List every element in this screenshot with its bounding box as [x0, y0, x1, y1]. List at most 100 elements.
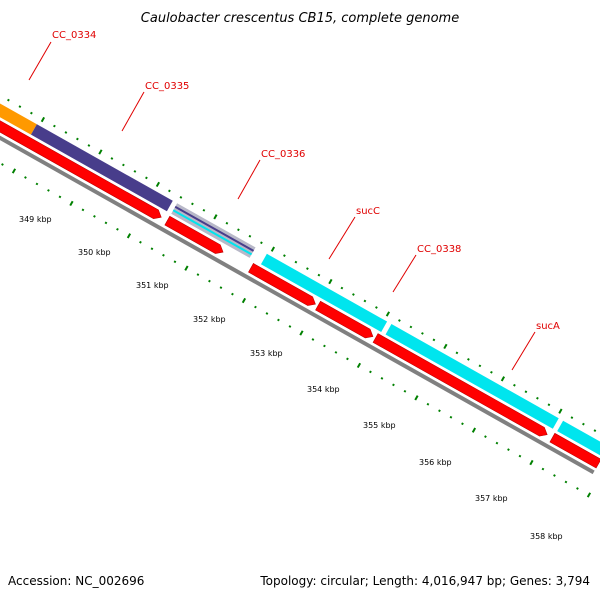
minor-tick: [524, 390, 528, 394]
major-tick: [414, 395, 419, 401]
gene-label-succ[interactable]: sucC: [356, 206, 380, 217]
accession-text: Accession: NC_002696: [8, 574, 145, 588]
cds-reverse-arrow: [315, 300, 374, 339]
minor-tick: [231, 292, 234, 296]
minor-tick: [421, 332, 424, 335]
minor-tick: [202, 208, 206, 212]
major-tick: [328, 278, 333, 285]
minor-tick: [64, 131, 68, 134]
label-leaders: [28, 41, 536, 371]
major-tick: [155, 181, 161, 188]
minor-tick: [122, 163, 125, 167]
minor-tick: [536, 396, 539, 400]
minor-tick: [76, 137, 79, 141]
cds-reverse-arrow: [372, 333, 548, 437]
minor-tick: [145, 176, 148, 180]
major-tick: [299, 330, 304, 336]
minor-tick: [375, 306, 378, 309]
ruler-label: 358 kbp: [530, 532, 563, 541]
minor-tick: [564, 480, 568, 484]
minor-tick: [484, 435, 487, 439]
cds-forward-cc0338: [385, 324, 559, 429]
major-tick: [558, 408, 563, 414]
minor-tick: [47, 189, 50, 192]
leader-cc0334: [28, 41, 52, 81]
leader-cc0336: [237, 159, 261, 200]
major-tick: [270, 246, 276, 252]
minor-tick: [363, 299, 367, 303]
minor-tick: [58, 195, 62, 199]
minor-tick: [133, 170, 137, 173]
minor-tick: [219, 286, 223, 289]
gene-label-cc0338[interactable]: CC_0338: [417, 244, 461, 255]
minor-tick: [438, 409, 441, 413]
ruler-label: 351 kbp: [136, 281, 169, 290]
major-tick: [385, 311, 391, 317]
leader-cc0338: [392, 254, 417, 293]
gene-label-cc0334[interactable]: CC_0334: [52, 30, 96, 41]
major-tick: [529, 459, 534, 466]
gene-label-cc0335[interactable]: CC_0335: [145, 81, 189, 92]
cds-forward-succ: [260, 253, 388, 333]
minor-tick: [87, 144, 91, 147]
minor-tick: [467, 357, 470, 361]
gene-labels: CC_0334 CC_0335 CC_0336 sucC CC_0338 suc…: [52, 30, 560, 332]
upper-tick-row: [7, 98, 597, 432]
minor-tick: [553, 474, 556, 477]
minor-tick: [398, 319, 401, 322]
leader-succ: [328, 216, 356, 260]
major-tick: [69, 200, 74, 207]
minor-tick: [110, 157, 114, 160]
minor-tick: [461, 422, 464, 426]
minor-tick: [576, 487, 579, 490]
ruler-label: 354 kbp: [307, 385, 340, 394]
minor-tick: [392, 383, 395, 387]
lower-tick-row: [1, 163, 592, 498]
minor-tick: [513, 383, 516, 387]
minor-tick: [248, 234, 252, 238]
major-tick: [126, 233, 132, 239]
minor-tick: [432, 338, 436, 342]
minor-tick: [593, 429, 597, 432]
minor-tick: [449, 415, 453, 419]
minor-tick: [191, 202, 194, 206]
minor-tick: [139, 240, 142, 244]
minor-tick: [260, 241, 263, 245]
ruler-label: 356 kbp: [419, 458, 452, 467]
major-tick: [356, 362, 362, 369]
gene-label-cc0336[interactable]: CC_0336: [261, 149, 305, 160]
minor-tick: [35, 182, 39, 186]
minor-tick: [1, 163, 4, 166]
major-tick: [213, 214, 218, 220]
ruler-label: 350 kbp: [78, 248, 111, 257]
cds-reverse-arrow: [549, 432, 600, 469]
minor-tick: [104, 221, 108, 225]
minor-tick: [168, 189, 171, 193]
minor-tick: [116, 227, 119, 231]
minor-tick: [346, 357, 349, 361]
cds-forward-cc0335: [30, 124, 173, 212]
minor-tick: [311, 338, 315, 341]
minor-tick: [380, 376, 384, 380]
major-tick: [184, 265, 189, 271]
ruler-label: 357 kbp: [475, 494, 508, 503]
minor-tick: [547, 403, 551, 407]
major-tick: [500, 376, 506, 382]
major-tick: [11, 168, 17, 174]
minor-tick: [409, 325, 413, 329]
major-tick: [586, 492, 592, 498]
gene-label-suca[interactable]: sucA: [536, 321, 560, 332]
minor-tick: [582, 422, 585, 426]
minor-tick: [30, 111, 33, 115]
leader-suca: [511, 331, 536, 371]
cds-reverse-arrow: [0, 105, 162, 219]
reverse-strand-track: [0, 105, 600, 469]
minor-tick: [495, 441, 499, 445]
minor-tick: [53, 124, 56, 128]
minor-tick: [225, 221, 229, 225]
minor-tick: [150, 247, 154, 251]
minor-tick: [265, 312, 269, 315]
minor-tick: [254, 305, 257, 309]
forward-strand-track: [0, 92, 600, 461]
minor-tick: [7, 98, 10, 102]
